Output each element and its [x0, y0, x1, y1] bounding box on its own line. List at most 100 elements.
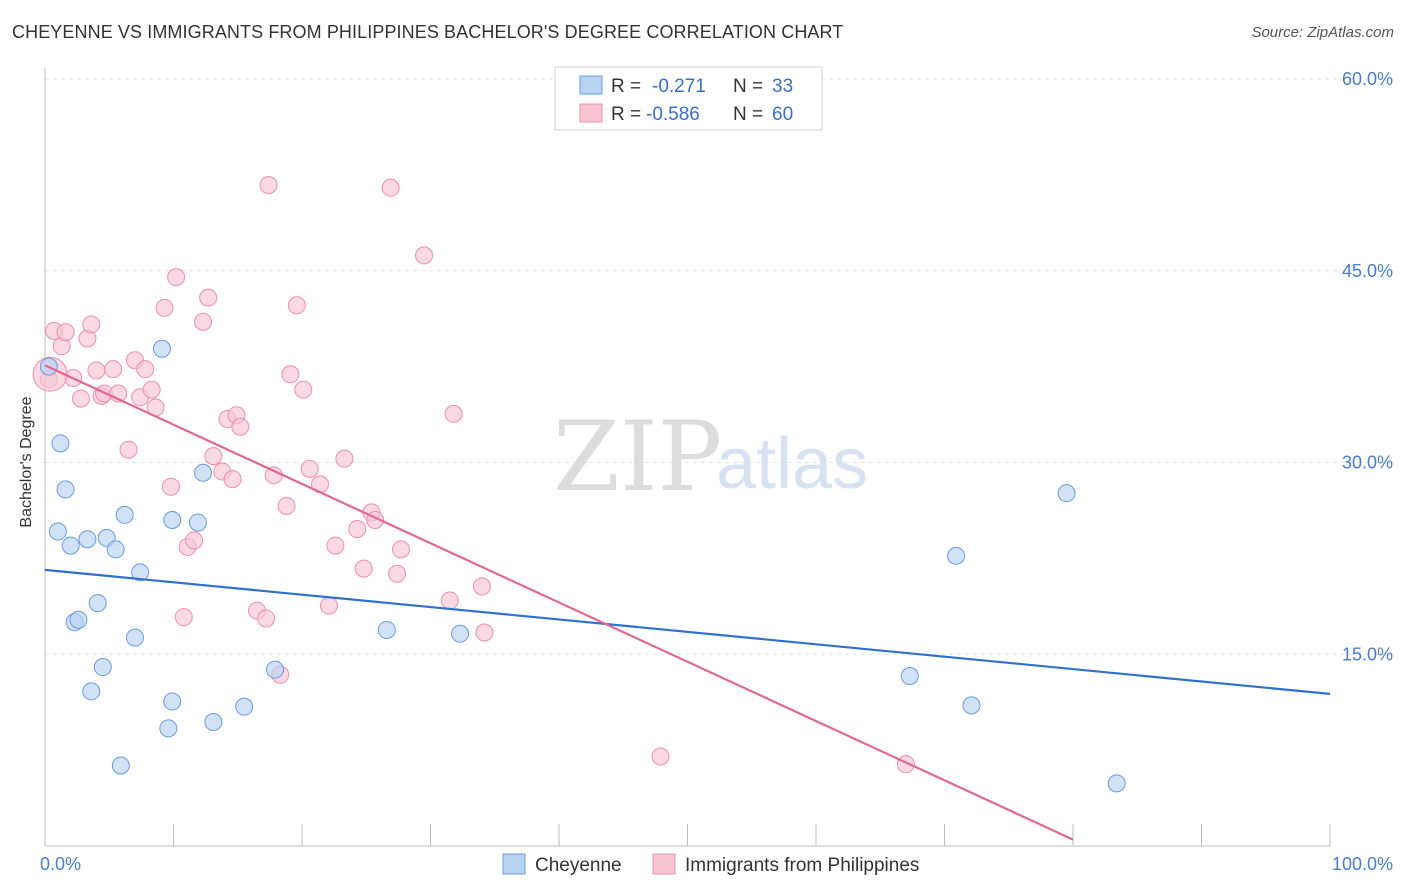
cheyenne-point — [451, 624, 470, 643]
cheyenne-point — [163, 692, 182, 711]
series-philippines-points — [32, 176, 915, 774]
cheyenne-point — [115, 505, 134, 524]
cheyenne-point — [93, 658, 112, 677]
philippines-point — [444, 404, 463, 423]
philippines-point — [155, 298, 174, 317]
source-label: Source: ZipAtlas.com — [1251, 24, 1394, 41]
watermark: ZIP atlas — [553, 401, 868, 513]
y-tick-label: 30.0% — [1342, 453, 1393, 473]
legend-r-label-1: R = — [611, 76, 641, 97]
philippines-point — [319, 596, 338, 615]
philippines-point — [440, 591, 459, 610]
watermark-zip: ZIP — [553, 401, 722, 513]
legend-swatch-philippines — [579, 103, 603, 123]
cheyenne-point — [235, 697, 254, 716]
correlation-legend: R = -0.271 N = 33 R = -0.586 N = 60 — [554, 66, 823, 131]
philippines-point — [56, 323, 75, 342]
cheyenne-point — [111, 756, 130, 775]
philippines-point — [281, 365, 300, 384]
philippines-point — [335, 449, 354, 468]
series-legend: Cheyenne Immigrants from Philippines — [502, 853, 919, 876]
cheyenne-point — [82, 682, 101, 701]
cheyenne-point — [159, 719, 178, 738]
y-tick-label: 45.0% — [1342, 261, 1393, 281]
cheyenne-point — [61, 536, 80, 555]
cheyenne-point — [88, 594, 107, 613]
philippines-point — [185, 531, 204, 550]
cheyenne-point — [900, 666, 919, 685]
philippines-point — [71, 389, 90, 408]
cheyenne-point — [56, 480, 75, 499]
y-tick-label: 60.0% — [1342, 69, 1393, 89]
cheyenne-point — [194, 463, 213, 482]
gridlines — [45, 78, 1395, 655]
cheyenne-point — [78, 530, 97, 549]
philippines-point — [136, 360, 155, 379]
cheyenne-point — [125, 628, 144, 647]
philippines-point — [287, 296, 306, 315]
philippines-point — [300, 459, 319, 478]
philippines-point — [354, 559, 373, 578]
philippines-point — [326, 536, 345, 555]
y-tick-labels: 15.0% 30.0% 45.0% 60.0% — [1342, 69, 1393, 664]
axes — [44, 68, 1331, 847]
cheyenne-point — [377, 620, 396, 639]
philippines-point — [381, 178, 400, 197]
philippines-point — [651, 747, 670, 766]
philippines-point — [277, 496, 296, 515]
x-tick-label-min: 0.0% — [40, 854, 81, 874]
cheyenne-point — [48, 522, 67, 541]
bottom-legend-cheyenne: Cheyenne — [535, 855, 622, 876]
cheyenne-point — [1057, 484, 1076, 503]
bottom-legend-swatch-philippines — [652, 853, 676, 875]
philippines-point — [174, 608, 193, 627]
trend-lines — [44, 364, 1331, 841]
legend-swatch-cheyenne — [579, 75, 603, 95]
philippines-point — [87, 361, 106, 380]
x-tick-label-max: 100.0% — [1332, 854, 1393, 874]
philippines-point — [415, 246, 434, 265]
philippines-point — [204, 447, 223, 466]
cheyenne-point — [163, 511, 182, 530]
watermark-atlas: atlas — [716, 424, 868, 504]
legend-n-value-1: 33 — [772, 76, 793, 97]
cheyenne-point — [204, 713, 223, 732]
chart-title: CHEYENNE VS IMMIGRANTS FROM PHILIPPINES … — [12, 22, 844, 42]
series-cheyenne-points — [39, 339, 1126, 793]
philippines-point — [294, 380, 313, 399]
philippines-point — [167, 268, 186, 287]
legend-r-value-2: -0.586 — [646, 104, 700, 125]
philippines-point — [388, 564, 407, 583]
bottom-legend-swatch-cheyenne — [502, 853, 526, 875]
y-tick-label: 15.0% — [1342, 644, 1393, 664]
philippines-point — [391, 540, 410, 559]
philippines-point — [223, 470, 242, 489]
philippines-point — [142, 380, 161, 399]
philippines-point — [475, 623, 494, 642]
bottom-legend-philippines: Immigrants from Philippines — [685, 855, 919, 876]
cheyenne-point — [51, 434, 70, 453]
cheyenne-trend-line — [44, 568, 1331, 695]
cheyenne-point — [266, 660, 285, 679]
philippines-point — [104, 360, 123, 379]
philippines-point — [348, 519, 367, 538]
legend-r-label-2: R = — [611, 104, 641, 125]
cheyenne-point — [152, 339, 171, 358]
cheyenne-point — [947, 546, 966, 565]
philippines-point — [119, 440, 138, 459]
cheyenne-point — [1107, 774, 1126, 793]
philippines-point — [194, 312, 213, 331]
philippines-point — [259, 176, 278, 195]
philippines-point — [82, 315, 101, 334]
cheyenne-point — [69, 610, 88, 629]
legend-n-label-2: N = — [733, 104, 763, 125]
cheyenne-point — [962, 696, 981, 715]
philippines-point — [231, 417, 250, 436]
cheyenne-point — [131, 563, 150, 582]
legend-n-value-2: 60 — [772, 104, 793, 125]
cheyenne-point — [106, 540, 125, 559]
legend-n-label-1: N = — [733, 76, 763, 97]
cheyenne-point — [188, 513, 207, 532]
philippines-point — [161, 477, 180, 496]
